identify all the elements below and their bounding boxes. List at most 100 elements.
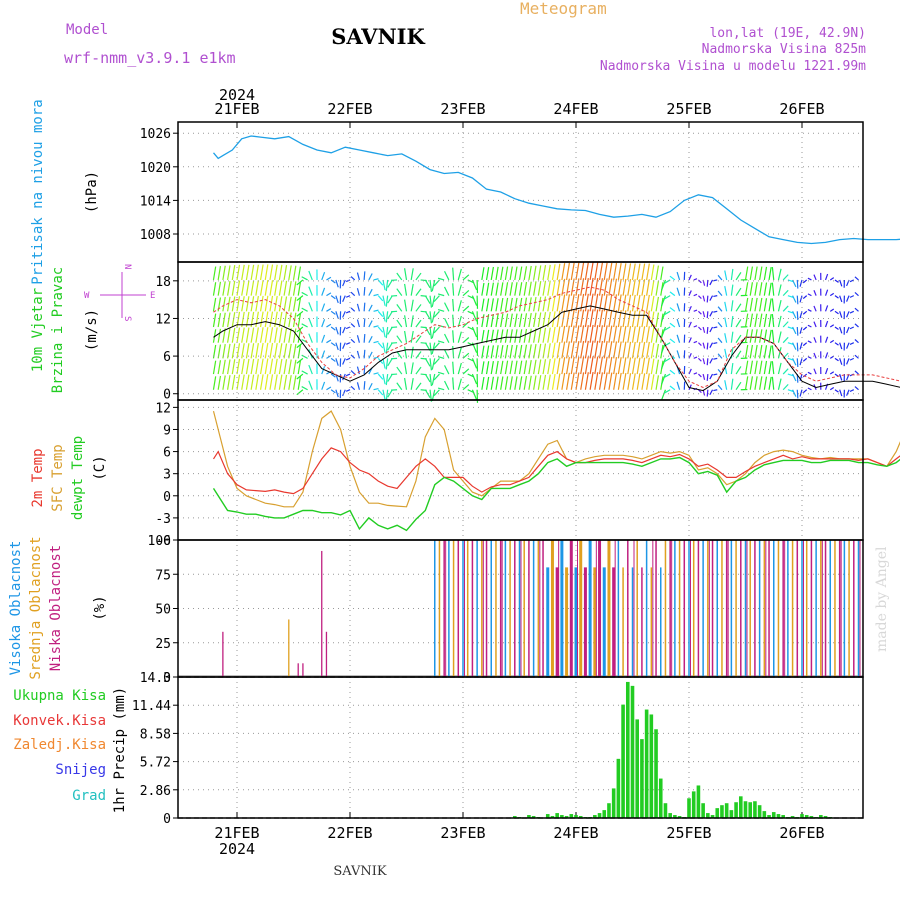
wind-arrow: [433, 342, 440, 350]
wind-tick-label: 6: [163, 350, 171, 365]
wind-arrow: [565, 325, 570, 343]
wind-arrow: [730, 268, 734, 281]
wind-arrow: [551, 342, 556, 359]
wind-arrow: [551, 373, 556, 390]
precip-unit: 1hr Precip (mm): [112, 687, 128, 813]
wind-arrow: [217, 328, 222, 343]
wind-arrow: [342, 326, 346, 334]
wind-arrow: [528, 265, 532, 281]
wind-arrow: [363, 302, 366, 312]
wind-arrow: [297, 297, 302, 312]
wind-arrow: [706, 311, 709, 319]
wind-arrow: [523, 328, 528, 343]
wind-arrow: [702, 311, 706, 318]
wind-arrow: [584, 356, 589, 375]
wind-arrow: [802, 326, 808, 331]
wind-arrow: [807, 371, 812, 375]
wind-arrow: [363, 318, 366, 328]
wind-arrow: [849, 295, 855, 298]
compass-s: S: [122, 316, 132, 321]
wind-arrow: [561, 357, 566, 375]
wind-arrow: [713, 342, 718, 345]
wind-arrow: [846, 342, 850, 349]
wind-arrow: [846, 358, 850, 365]
wind-arrow: [241, 327, 245, 343]
wind-arrow: [212, 376, 217, 390]
wind-arrow: [655, 281, 660, 296]
wind-arrow: [245, 296, 250, 312]
wind-arrow: [297, 282, 302, 296]
wind-arrow: [217, 360, 222, 375]
wind-arrow: [551, 295, 556, 312]
pressure-frame: [177, 121, 864, 263]
wind-arrow: [706, 389, 709, 397]
wind-arrow: [297, 329, 302, 343]
wind-arrow: [724, 286, 728, 296]
wind-arrow: [749, 360, 754, 375]
wind-arrow: [385, 279, 389, 292]
wind-arrow: [226, 359, 231, 375]
wind-arrow: [754, 266, 758, 281]
wind-arrow: [471, 373, 478, 385]
wind-arrow: [308, 333, 313, 343]
wind-arrow: [646, 357, 650, 375]
date-label-top: 26FEB: [779, 100, 824, 118]
wind-arrow: [424, 326, 431, 336]
pressure-tick-label: 1026: [140, 127, 171, 142]
pressure-title: Pritisak na nivou mora: [30, 99, 46, 284]
wind-arrow: [410, 377, 414, 390]
wind-arrow: [226, 328, 231, 343]
wind-arrow: [363, 286, 366, 296]
precip-bar: [611, 788, 616, 818]
wind-arrow: [617, 278, 622, 296]
wind-arrow: [669, 307, 676, 312]
temp-grid: [173, 400, 863, 541]
wind-arrow: [641, 279, 646, 296]
wind-arrow: [373, 278, 379, 281]
wind-arrow: [335, 389, 339, 398]
wind-arrow: [768, 298, 772, 312]
wind-arrow: [296, 357, 304, 364]
wind-arrow: [462, 337, 470, 344]
wind-arrow: [551, 264, 556, 281]
wind-arrow: [385, 295, 389, 307]
precip-legend-hail: Grad: [72, 788, 106, 804]
wind-arrow: [655, 296, 660, 312]
wind-arrow: [431, 326, 436, 339]
wind-arrow: [345, 389, 351, 392]
cloud-tick-label: 25: [155, 637, 171, 652]
wind-arrow: [404, 362, 408, 375]
wind-arrow: [330, 279, 336, 284]
wind-arrow: [495, 298, 499, 312]
wind-arrow: [537, 328, 542, 343]
wind-arrow: [749, 282, 754, 296]
wind-arrow: [603, 356, 608, 375]
wind-arrow: [724, 270, 728, 281]
model-label: Model: [66, 22, 108, 38]
wind-arrow: [613, 294, 618, 312]
wind-arrow: [250, 280, 255, 296]
wind-arrow: [485, 267, 490, 281]
wind-arrow: [356, 303, 360, 312]
precip-bar: [658, 778, 663, 818]
wind-arrow: [245, 327, 250, 343]
wind-arrow: [335, 295, 339, 304]
wind-arrow: [264, 295, 269, 312]
wind-arrow: [217, 313, 222, 328]
wind-arrow: [608, 309, 613, 328]
wind-arrow: [231, 296, 236, 312]
wind-arrow: [744, 266, 749, 281]
wind-arrow: [641, 357, 646, 375]
precip-tick-label: 11.44: [132, 699, 171, 714]
wind-arrow: [744, 360, 749, 375]
wind-arrow: [368, 382, 373, 391]
wind-arrow: [485, 329, 490, 343]
wind-arrow: [777, 378, 782, 390]
wind-arrow: [259, 342, 264, 359]
wind-arrow: [274, 343, 278, 359]
wind-arrow: [396, 319, 403, 328]
wind-arrow: [335, 358, 339, 366]
wind-arrow: [368, 288, 373, 296]
wind-arrow: [345, 342, 351, 345]
precip-bar: [748, 802, 753, 818]
